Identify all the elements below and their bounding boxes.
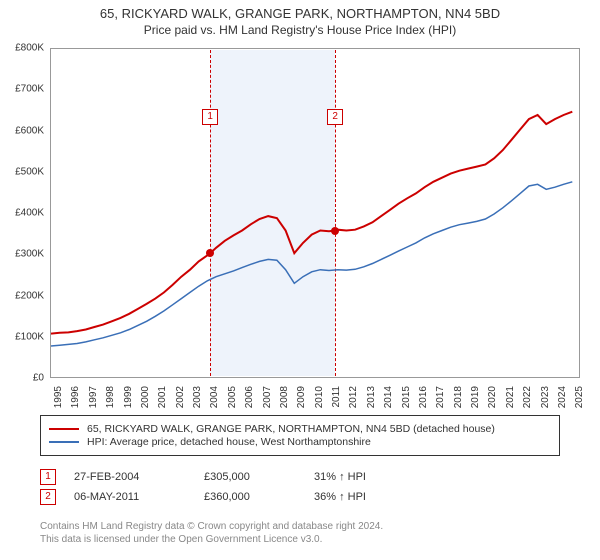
x-tick-label: 2024	[557, 386, 568, 416]
legend-item: 65, RICKYARD WALK, GRANGE PARK, NORTHAMP…	[49, 423, 551, 435]
chart-title: 65, RICKYARD WALK, GRANGE PARK, NORTHAMP…	[0, 6, 600, 21]
legend-swatch	[49, 441, 79, 443]
sales-row: 1 27-FEB-2004 £305,000 31% ↑ HPI	[40, 469, 414, 485]
series-property	[51, 112, 572, 334]
footer-line: Contains HM Land Registry data © Crown c…	[40, 520, 383, 533]
sale-point	[331, 227, 339, 235]
x-tick-label: 2001	[157, 386, 168, 416]
legend-label: 65, RICKYARD WALK, GRANGE PARK, NORTHAMP…	[87, 423, 495, 435]
y-tick-label: £600K	[0, 125, 44, 136]
x-tick-label: 2013	[366, 386, 377, 416]
x-tick-label: 2002	[175, 386, 186, 416]
sale-vs-hpi: 31% ↑ HPI	[314, 471, 414, 483]
chart-area: 12 £0£100K£200K£300K£400K£500K£600K£700K…	[50, 48, 580, 378]
y-tick-label: £800K	[0, 43, 44, 54]
x-tick-label: 2004	[209, 386, 220, 416]
x-tick-label: 2005	[227, 386, 238, 416]
line-series-svg	[51, 49, 581, 379]
sale-point	[206, 249, 214, 257]
x-tick-label: 2008	[279, 386, 290, 416]
legend-swatch	[49, 428, 79, 430]
sale-date: 27-FEB-2004	[74, 471, 204, 483]
x-tick-label: 2017	[435, 386, 446, 416]
x-tick-label: 2016	[418, 386, 429, 416]
footer-attribution: Contains HM Land Registry data © Crown c…	[40, 520, 383, 546]
x-tick-label: 1995	[53, 386, 64, 416]
x-tick-label: 2023	[540, 386, 551, 416]
footer-line: This data is licensed under the Open Gov…	[40, 533, 383, 546]
x-tick-label: 2009	[296, 386, 307, 416]
x-tick-label: 2012	[348, 386, 359, 416]
legend-label: HPI: Average price, detached house, West…	[87, 436, 371, 448]
x-tick-label: 1997	[88, 386, 99, 416]
series-hpi	[51, 182, 572, 346]
sales-row: 2 06-MAY-2011 £360,000 36% ↑ HPI	[40, 489, 414, 505]
x-tick-label: 2007	[262, 386, 273, 416]
chart-subtitle: Price paid vs. HM Land Registry's House …	[0, 23, 600, 37]
y-tick-label: £400K	[0, 208, 44, 219]
legend-item: HPI: Average price, detached house, West…	[49, 436, 551, 448]
y-tick-label: £300K	[0, 249, 44, 260]
sale-date: 06-MAY-2011	[74, 491, 204, 503]
sale-badge: 2	[40, 489, 56, 505]
sale-vs-hpi: 36% ↑ HPI	[314, 491, 414, 503]
x-tick-label: 1996	[70, 386, 81, 416]
x-tick-label: 2003	[192, 386, 203, 416]
x-tick-label: 2019	[470, 386, 481, 416]
x-tick-label: 1999	[123, 386, 134, 416]
title-block: 65, RICKYARD WALK, GRANGE PARK, NORTHAMP…	[0, 0, 600, 37]
marker-badge: 1	[202, 109, 218, 125]
x-tick-label: 1998	[105, 386, 116, 416]
plot-area: 12	[50, 48, 580, 378]
x-tick-label: 2020	[487, 386, 498, 416]
x-tick-label: 2021	[505, 386, 516, 416]
x-tick-label: 2018	[453, 386, 464, 416]
x-tick-label: 2000	[140, 386, 151, 416]
chart-container: 65, RICKYARD WALK, GRANGE PARK, NORTHAMP…	[0, 0, 600, 560]
sales-table: 1 27-FEB-2004 £305,000 31% ↑ HPI 2 06-MA…	[40, 465, 414, 509]
y-tick-label: £500K	[0, 166, 44, 177]
x-tick-label: 2022	[522, 386, 533, 416]
sale-price: £360,000	[204, 491, 314, 503]
x-tick-label: 2011	[331, 386, 342, 416]
x-tick-label: 2010	[314, 386, 325, 416]
marker-badge: 2	[327, 109, 343, 125]
y-tick-label: £200K	[0, 290, 44, 301]
x-tick-label: 2025	[574, 386, 585, 416]
x-tick-label: 2014	[383, 386, 394, 416]
sale-price: £305,000	[204, 471, 314, 483]
y-tick-label: £700K	[0, 84, 44, 95]
y-tick-label: £100K	[0, 331, 44, 342]
legend-box: 65, RICKYARD WALK, GRANGE PARK, NORTHAMP…	[40, 415, 560, 456]
x-tick-label: 2015	[401, 386, 412, 416]
x-tick-label: 2006	[244, 386, 255, 416]
sale-badge: 1	[40, 469, 56, 485]
y-tick-label: £0	[0, 373, 44, 384]
